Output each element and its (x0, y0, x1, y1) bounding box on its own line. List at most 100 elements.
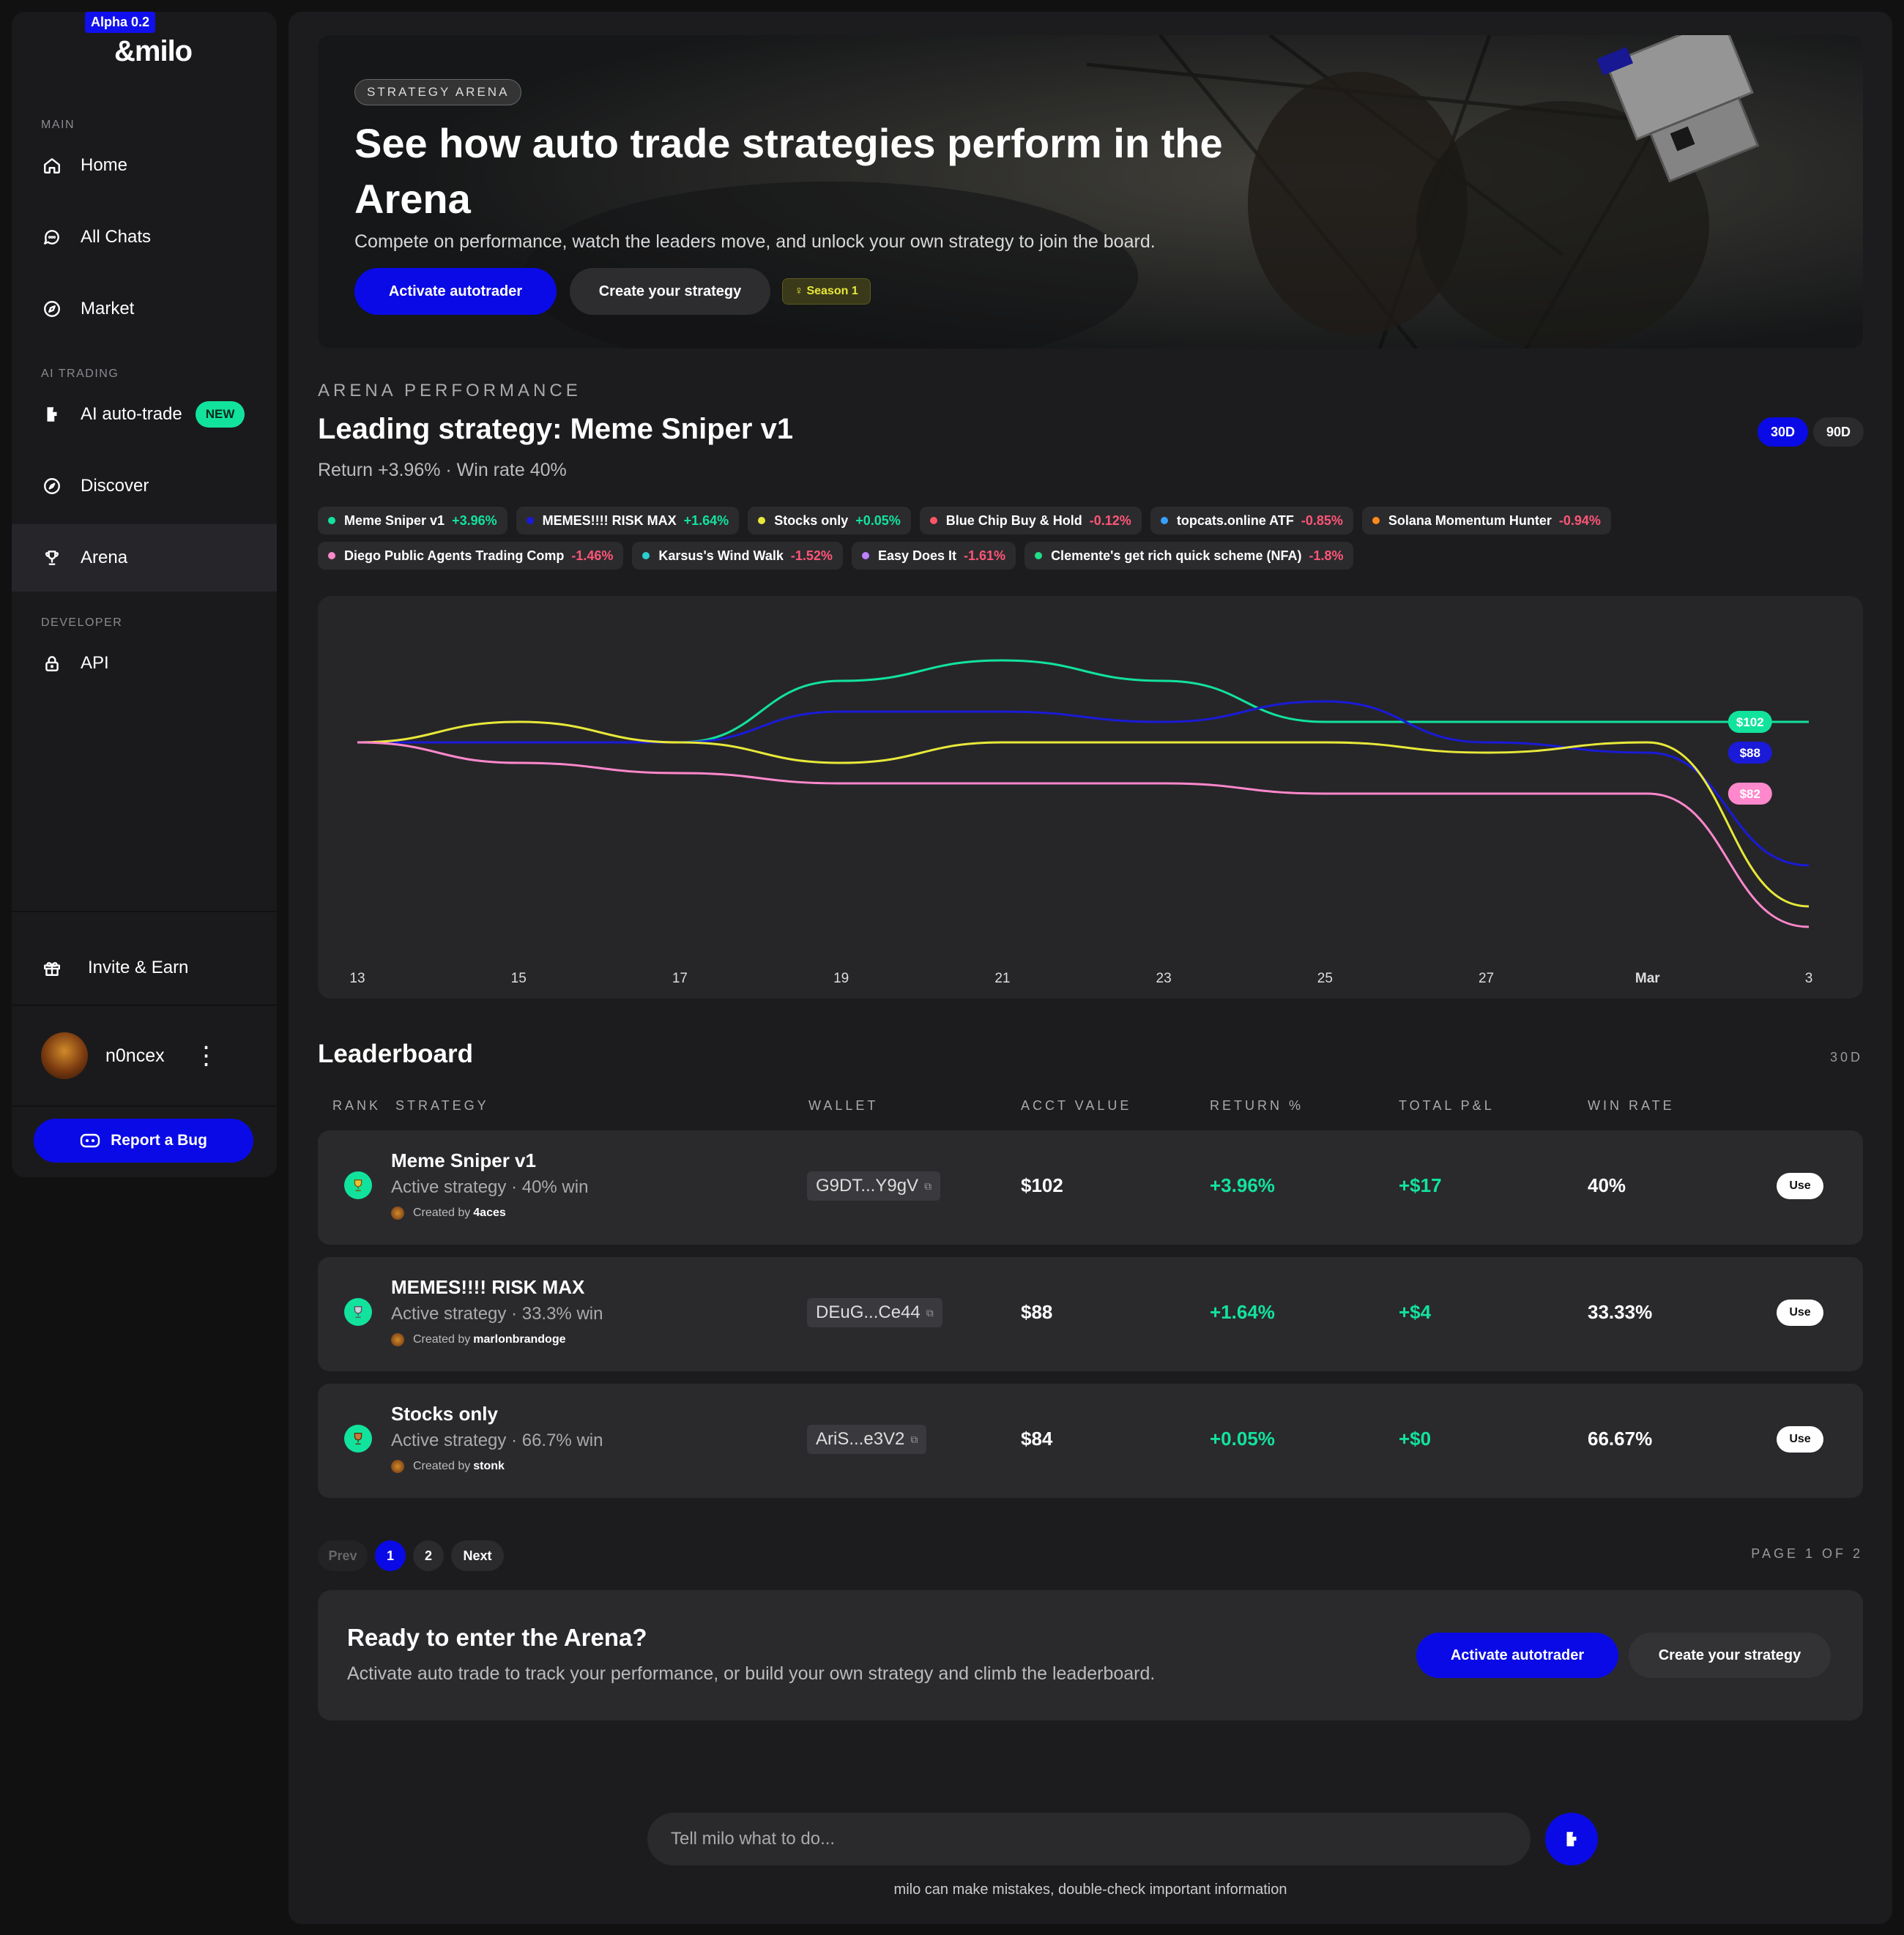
sidebar-item-invite-earn[interactable]: Invite & Earn (12, 934, 277, 1002)
legend-name: Karsus's Wind Walk (658, 548, 784, 563)
strategy-name[interactable]: Meme Sniper v1 (391, 1149, 536, 1171)
prev-page-button[interactable]: Prev (318, 1540, 368, 1571)
legend-chip[interactable]: Clemente's get rich quick scheme (NFA) -1… (1024, 542, 1354, 570)
report-bug-button[interactable]: Report a Bug (34, 1119, 253, 1163)
lock-icon (41, 652, 63, 674)
table-row[interactable]: Stocks only Active strategy · 66.7% win … (318, 1384, 1863, 1498)
performance-chart[interactable]: 13 15 17 19 21 23 25 27 Mar 3 $102 $88 $82 (318, 596, 1863, 999)
wallet-address[interactable]: G9DT...Y9gV ⧉ (807, 1171, 941, 1201)
total-pnl: +$17 (1399, 1174, 1442, 1196)
legend-dot (526, 517, 534, 524)
creator-name: stonk (473, 1460, 505, 1472)
trophy-icon: ♀︎ (795, 285, 807, 297)
page-2-button[interactable]: 2 (413, 1540, 444, 1571)
series-line[interactable] (357, 720, 1810, 908)
legend-dot (642, 552, 650, 559)
page-indicator: PAGE 1 OF 2 (1751, 1546, 1863, 1561)
trophy-icon (344, 1425, 372, 1453)
legend-chip[interactable]: MEMES!!!! RISK MAX +1.64% (516, 507, 740, 534)
sidebar-item-label: Invite & Earn (88, 958, 189, 977)
use-strategy-button[interactable]: Use (1777, 1300, 1823, 1326)
home-icon (41, 154, 63, 176)
activate-autotrader-button[interactable]: Activate autotrader (354, 268, 557, 315)
return-pct: +1.64% (1210, 1301, 1275, 1323)
compass-icon (41, 298, 63, 320)
column-header-strategy: STRATEGY (395, 1098, 489, 1113)
table-row[interactable]: Meme Sniper v1 Active strategy · 40% win… (318, 1130, 1863, 1245)
legend-name: Clemente's get rich quick scheme (NFA) (1051, 548, 1302, 563)
avatar (391, 1207, 404, 1220)
cta-create-strategy-button[interactable]: Create your strategy (1629, 1633, 1831, 1678)
create-strategy-button[interactable]: Create your strategy (570, 268, 770, 315)
win-rate: 66.67% (1588, 1428, 1653, 1450)
use-strategy-button[interactable]: Use (1777, 1173, 1823, 1199)
legend-chip[interactable]: Stocks only +0.05% (748, 507, 911, 534)
strategy-meta: Active strategy · 40% win (391, 1177, 589, 1197)
sidebar-item-label: Market (81, 299, 135, 318)
legend-dot (1035, 552, 1043, 559)
legend-chip[interactable]: topcats.online ATF -0.85% (1150, 507, 1353, 534)
series-line[interactable] (357, 741, 1810, 928)
use-strategy-button[interactable]: Use (1777, 1426, 1823, 1453)
wallet-address[interactable]: AriS...e3V2 ⧉ (807, 1425, 927, 1454)
legend-chip[interactable]: Karsus's Wind Walk -1.52% (632, 542, 843, 570)
user-profile[interactable]: n0ncex ⋮ (41, 1032, 219, 1079)
copy-icon[interactable]: ⧉ (926, 1306, 934, 1319)
end-value-label: $102 (1728, 711, 1772, 733)
legend-name: MEMES!!!! RISK MAX (542, 512, 677, 528)
series-line[interactable] (357, 659, 1809, 744)
column-header-acct-value: ACCT VALUE (1021, 1098, 1132, 1113)
page-1-button[interactable]: 1 (375, 1540, 406, 1571)
gift-icon (41, 957, 63, 979)
report-bug-label: Report a Bug (111, 1132, 207, 1149)
brand-logo[interactable]: &milo (114, 35, 193, 67)
next-page-button[interactable]: Next (451, 1540, 504, 1571)
new-badge: NEW (195, 401, 245, 428)
hero-tag: STRATEGY ARENA (354, 79, 522, 105)
copy-icon[interactable]: ⧉ (910, 1433, 918, 1445)
range-90d-button[interactable]: 90D (1813, 417, 1864, 447)
sidebar-item-ai-auto-trade[interactable]: AI auto-trade NEW (12, 381, 277, 448)
legend-pct: +3.96% (452, 512, 497, 528)
legend-chip[interactable]: Diego Public Agents Trading Comp -1.46% (318, 542, 624, 570)
sidebar-item-label: AI auto-trade (81, 404, 182, 424)
hero-title: See how auto trade strategies perform in… (354, 120, 1223, 222)
sidebar-item-arena[interactable]: Arena (12, 524, 277, 592)
divider (12, 1004, 277, 1006)
column-header-wallet: WALLET (808, 1098, 879, 1113)
send-button[interactable] (1545, 1813, 1598, 1865)
version-badge: Alpha 0.2 (85, 12, 156, 33)
strategy-name[interactable]: Stocks only (391, 1403, 498, 1425)
legend-chip[interactable]: Blue Chip Buy & Hold -0.12% (919, 507, 1142, 534)
x-tick-label: 23 (1156, 971, 1172, 986)
sidebar-item-api[interactable]: API (12, 630, 277, 697)
sidebar-item-label: Discover (81, 476, 149, 496)
cta-activate-autotrader-button[interactable]: Activate autotrader (1416, 1633, 1618, 1678)
creator-name: 4aces (473, 1207, 506, 1219)
strategy-creator: Created by stonk (391, 1460, 505, 1473)
hero-subtitle: Compete on performance, watch the leader… (354, 231, 1156, 252)
sidebar-item-discover[interactable]: Discover (12, 452, 277, 520)
chat-input[interactable]: Tell milo what to do... (647, 1813, 1531, 1865)
legend-name: Meme Sniper v1 (344, 512, 445, 528)
sidebar-item-market[interactable]: Market (12, 275, 277, 343)
wallet-address[interactable]: DEuG...Ce44 ⧉ (807, 1298, 942, 1327)
chart-legend-row: Diego Public Agents Trading Comp -1.46% Ka… (318, 542, 1354, 570)
legend-chip[interactable]: Easy Does It -1.61% (851, 542, 1016, 570)
range-30d-button[interactable]: 30D (1758, 417, 1809, 447)
strategy-name[interactable]: MEMES!!!! RISK MAX (391, 1276, 585, 1298)
column-header-win-rate: WIN RATE (1588, 1098, 1675, 1113)
copy-icon[interactable]: ⧉ (924, 1179, 932, 1192)
legend-pct: -0.94% (1558, 512, 1601, 528)
legend-chip[interactable]: Solana Momentum Hunter -0.94% (1361, 507, 1611, 534)
column-header-rank: RANK (332, 1098, 382, 1113)
sidebar-item-home[interactable]: Home (12, 132, 277, 199)
table-row[interactable]: MEMES!!!! RISK MAX Active strategy · 33.… (318, 1257, 1863, 1371)
legend-chip[interactable]: Meme Sniper v1 +3.96% (318, 507, 507, 534)
cta-title: Ready to enter the Arena? (347, 1624, 647, 1651)
sidebar-item-all-chats[interactable]: All Chats (12, 204, 277, 271)
username: n0ncex (105, 1045, 165, 1066)
more-options-icon[interactable]: ⋮ (193, 1042, 219, 1070)
trophy-icon (41, 547, 63, 569)
series-line[interactable] (357, 700, 1810, 867)
